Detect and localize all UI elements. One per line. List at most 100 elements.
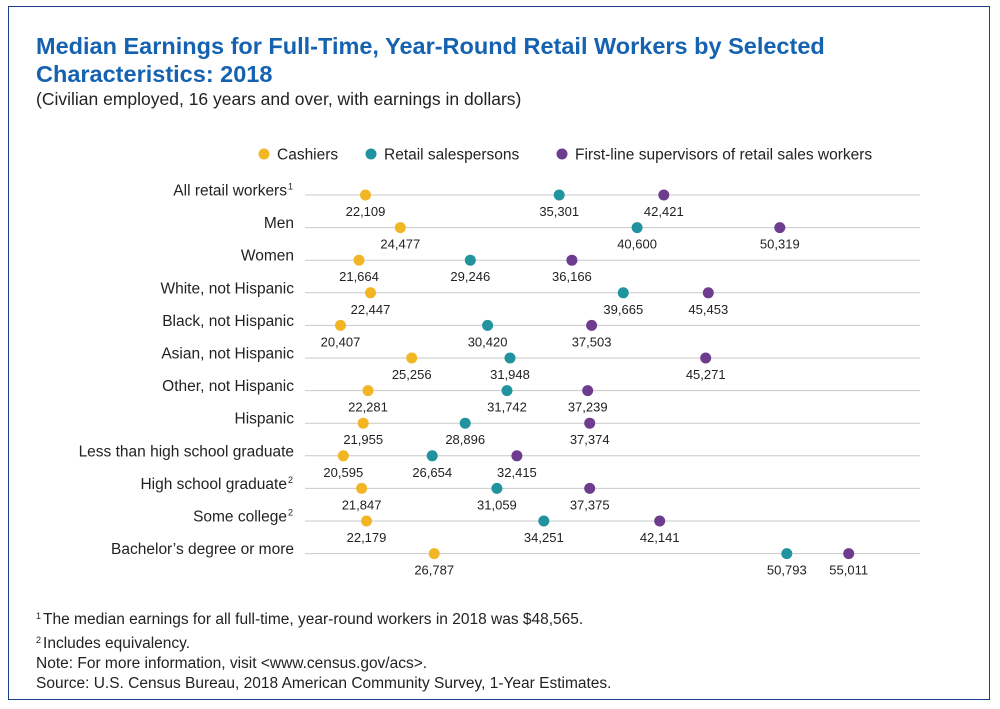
data-point-series-1 [353, 254, 365, 266]
data-point-series-3 [586, 319, 598, 331]
category-label: Bachelor’s degree or more [111, 541, 294, 558]
data-point-series-3 [702, 287, 714, 299]
data-point-series-1 [406, 352, 418, 364]
data-point-series-3 [700, 352, 712, 364]
legend-marker-2 [365, 148, 377, 160]
data-point-series-3 [584, 482, 596, 494]
data-label-series-2: 35,301 [539, 204, 579, 219]
data-label-series-2: 31,742 [487, 400, 527, 415]
data-label-series-1: 21,955 [343, 432, 383, 447]
category-label: Some college2 [193, 508, 293, 526]
data-point-series-2 [553, 189, 565, 201]
data-label-series-2: 34,251 [524, 530, 564, 545]
legend-marker-3 [556, 148, 568, 160]
footnote-1: 1 The median earnings for all full-time, … [36, 606, 611, 630]
data-label-series-3: 37,239 [568, 400, 608, 415]
data-label-series-3: 42,141 [640, 530, 680, 545]
data-label-series-1: 22,109 [346, 204, 386, 219]
data-point-series-3 [843, 548, 855, 560]
category-label: Asian, not Hispanic [161, 346, 294, 363]
category-label: Hispanic [235, 411, 295, 428]
data-label-series-2: 28,896 [445, 432, 485, 447]
data-point-series-2 [459, 417, 471, 429]
data-point-series-2 [504, 352, 516, 364]
data-label-series-3: 32,415 [497, 465, 537, 480]
data-point-series-2 [426, 450, 438, 462]
data-point-series-3 [582, 385, 594, 397]
category-label: All retail workers1 [173, 182, 293, 200]
data-label-series-3: 42,421 [644, 204, 684, 219]
legend-marker-1 [258, 148, 270, 160]
data-label-series-2: 30,420 [468, 334, 508, 349]
chart-title: Median Earnings for Full-Time, Year-Roun… [36, 33, 825, 87]
data-label-series-3: 50,319 [760, 237, 800, 252]
footnote-2: 2 Includes equivalency. [36, 630, 611, 654]
legend-label-1: Cashiers [277, 147, 338, 164]
category-label: White, not Hispanic [160, 280, 294, 297]
data-point-series-3 [658, 189, 670, 201]
data-point-series-3 [654, 515, 666, 527]
data-label-series-2: 40,600 [617, 237, 657, 252]
data-label-series-1: 25,256 [392, 367, 432, 382]
footnote-2-marker: 2 [36, 635, 42, 645]
data-label-series-2: 39,665 [603, 302, 643, 317]
data-point-series-2 [482, 319, 494, 331]
footnotes: 1 The median earnings for all full-time, … [36, 606, 611, 694]
legend-label-3: First-line supervisors of retail sales w… [575, 147, 872, 164]
data-point-series-1 [362, 385, 374, 397]
figure-frame [8, 6, 990, 700]
data-point-series-1 [335, 319, 346, 331]
legend-label-2: Retail salespersons [384, 147, 520, 164]
data-point-series-2 [501, 385, 513, 397]
category-label: Men [264, 215, 294, 232]
data-label-series-1: 22,447 [351, 302, 391, 317]
data-label-series-2: 26,654 [412, 465, 452, 480]
data-point-series-2 [617, 287, 629, 299]
source-text: Source: U.S. Census Bureau, 2018 America… [36, 675, 612, 692]
data-point-series-3 [584, 417, 596, 429]
data-label-series-1: 26,787 [414, 563, 454, 578]
data-label-series-3: 45,271 [686, 367, 726, 382]
data-label-series-2: 31,948 [490, 367, 530, 382]
data-point-series-2 [464, 254, 476, 266]
data-label-series-1: 20,595 [323, 465, 363, 480]
category-label: High school graduate2 [140, 475, 293, 493]
data-label-series-1: 22,281 [348, 400, 388, 415]
data-point-series-2 [491, 482, 503, 494]
data-label-series-2: 31,059 [477, 497, 517, 512]
data-label-series-1: 21,664 [339, 269, 379, 284]
data-point-series-1 [360, 189, 371, 201]
data-label-series-3: 55,011 [829, 563, 868, 578]
data-label-series-1: 22,179 [347, 530, 387, 545]
data-point-series-2 [631, 222, 643, 234]
data-point-series-1 [337, 450, 349, 462]
footnote-2-text: Includes equivalency. [43, 635, 191, 652]
data-point-series-3 [511, 450, 523, 462]
footnote-1-text: The median earnings for all full-time, y… [43, 611, 584, 628]
data-point-series-1 [365, 287, 376, 299]
data-label-series-1: 21,847 [342, 497, 382, 512]
data-label-series-2: 29,246 [450, 269, 490, 284]
data-point-series-2 [781, 548, 793, 560]
data-label-series-3: 45,453 [688, 302, 728, 317]
data-point-series-3 [566, 254, 578, 266]
category-label: Other, not Hispanic [162, 378, 294, 395]
data-label-series-3: 37,375 [570, 497, 610, 512]
data-point-series-2 [538, 515, 550, 527]
data-point-series-1 [357, 417, 369, 429]
data-label-series-3: 37,503 [572, 334, 612, 349]
data-point-series-1 [428, 548, 440, 560]
data-point-series-1 [356, 482, 368, 494]
chart-subtitle: (Civilian employed, 16 years and over, w… [36, 89, 522, 109]
data-point-series-1 [361, 515, 372, 527]
data-label-series-3: 37,374 [570, 432, 610, 447]
data-label-series-3: 36,166 [552, 269, 592, 284]
note-text: Note: For more information, visit <www.c… [36, 655, 428, 672]
data-point-series-3 [774, 222, 786, 234]
category-label: Less than high school graduate [79, 443, 294, 460]
category-label: Women [241, 248, 294, 265]
data-label-series-1: 24,477 [380, 237, 420, 252]
category-label: Black, not Hispanic [162, 313, 294, 330]
data-label-series-1: 20,407 [321, 334, 361, 349]
